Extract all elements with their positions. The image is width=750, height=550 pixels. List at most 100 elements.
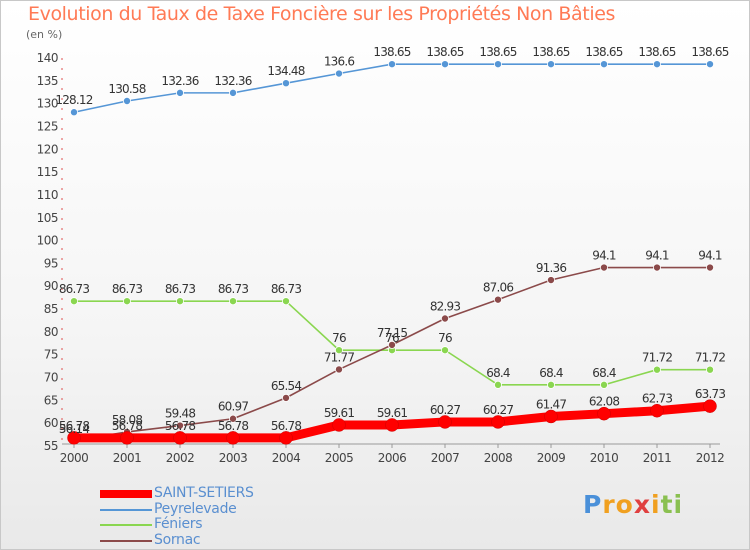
data-point [67, 431, 81, 445]
data-point [228, 88, 237, 97]
data-label: 60.97 [218, 400, 249, 414]
data-point [544, 409, 558, 424]
data-point [281, 393, 290, 402]
data-label: 82.93 [430, 300, 461, 314]
data-label: 138.65 [532, 45, 569, 59]
logo-letter: i [673, 490, 684, 519]
data-label: 56.78 [112, 419, 143, 433]
data-label: 87.06 [483, 281, 514, 295]
data-label: 61.47 [536, 397, 567, 411]
y-tick-label: 90 [44, 279, 58, 293]
series-line-2 [73, 63, 711, 114]
data-point [600, 263, 609, 272]
x-tick-label: 2000 [60, 451, 89, 465]
y-tick-label: 60 [44, 416, 58, 430]
y-tick-label: 130 [37, 97, 58, 111]
y-tick-label: 115 [37, 165, 58, 179]
x-tick-label: 2012 [696, 451, 725, 465]
logo-letter: i [651, 490, 661, 519]
logo-letter: r [602, 490, 616, 519]
x-tick-label: 2004 [272, 451, 301, 465]
data-label: 94.1 [698, 249, 722, 263]
data-label: 68.4 [539, 366, 563, 380]
x-tick-label: 2001 [113, 451, 142, 465]
proxiti-logo: Proxiti [583, 490, 683, 519]
data-point [228, 414, 237, 423]
data-point [547, 60, 556, 69]
y-unit-label: (en %) [26, 28, 63, 41]
y-tick-label: 80 [44, 325, 58, 339]
data-label: 94.1 [645, 249, 669, 263]
y-tick-label: 135 [37, 74, 58, 88]
data-point [493, 380, 502, 389]
data-point [70, 297, 79, 306]
y-tick-label: 75 [44, 348, 58, 362]
data-point [650, 403, 664, 418]
data-point [175, 421, 184, 430]
data-label: 60.27 [483, 403, 514, 417]
data-label: 56.78 [271, 419, 302, 433]
logo-letter: o [615, 490, 634, 519]
y-tick-label: 140 [37, 51, 58, 65]
data-point [281, 79, 290, 88]
data-label: 91.36 [536, 261, 567, 275]
x-tick-label: 2005 [325, 451, 354, 465]
legend-label: Peyrelevade [154, 500, 237, 517]
data-point [123, 297, 132, 306]
data-label: 86.73 [218, 282, 249, 296]
x-tick-label: 2006 [378, 451, 407, 465]
y-tick-label: 55 [44, 439, 58, 453]
data-point [597, 406, 611, 421]
data-point [228, 297, 237, 306]
legend-swatch [100, 539, 152, 542]
x-tick-label: 2011 [643, 451, 672, 465]
data-point [438, 415, 452, 429]
data-point [334, 365, 343, 374]
data-point [653, 365, 662, 374]
data-label: 71.77 [324, 350, 355, 364]
data-point [385, 418, 399, 432]
legend-swatch [100, 508, 152, 511]
data-point [653, 263, 662, 272]
data-label: 138.65 [373, 45, 410, 59]
data-point [123, 96, 132, 105]
data-label: 62.08 [589, 395, 620, 409]
data-point [440, 314, 449, 323]
data-label: 77.15 [377, 326, 408, 340]
data-label: 138.65 [585, 45, 622, 59]
data-label: 132.36 [161, 74, 198, 88]
y-tick-label: 85 [44, 302, 58, 316]
legend-label: SAINT-SETIERS [154, 485, 254, 501]
data-point [334, 346, 343, 355]
data-point [493, 295, 502, 304]
data-label: 63.73 [695, 387, 726, 401]
y-tick-label: 65 [44, 393, 58, 407]
data-label: 59.61 [324, 406, 355, 420]
data-point [175, 297, 184, 306]
data-point [653, 60, 662, 69]
data-point [706, 60, 715, 69]
data-label: 68.4 [592, 366, 616, 380]
data-label: 71.72 [695, 351, 726, 365]
data-label: 136.6 [324, 55, 355, 69]
data-point [703, 399, 717, 413]
y-tick-label: 120 [37, 142, 58, 156]
data-point [547, 380, 556, 389]
x-tick-label: 2008 [484, 451, 513, 465]
data-label: 132.36 [214, 74, 251, 88]
data-point [332, 418, 346, 432]
y-tick-label: 125 [37, 119, 58, 133]
data-label: 76 [438, 331, 452, 345]
data-label: 71.72 [642, 351, 673, 365]
y-tick-label: 105 [37, 211, 58, 225]
x-tick-label: 2009 [537, 451, 566, 465]
data-point [440, 60, 449, 69]
legend-label: Féniers [154, 516, 203, 532]
data-label: 128.12 [55, 93, 92, 107]
data-label: 56.14 [59, 422, 90, 436]
data-point [600, 60, 609, 69]
data-label: 68.4 [486, 366, 510, 380]
data-label: 86.73 [112, 282, 143, 296]
data-point [706, 365, 715, 374]
